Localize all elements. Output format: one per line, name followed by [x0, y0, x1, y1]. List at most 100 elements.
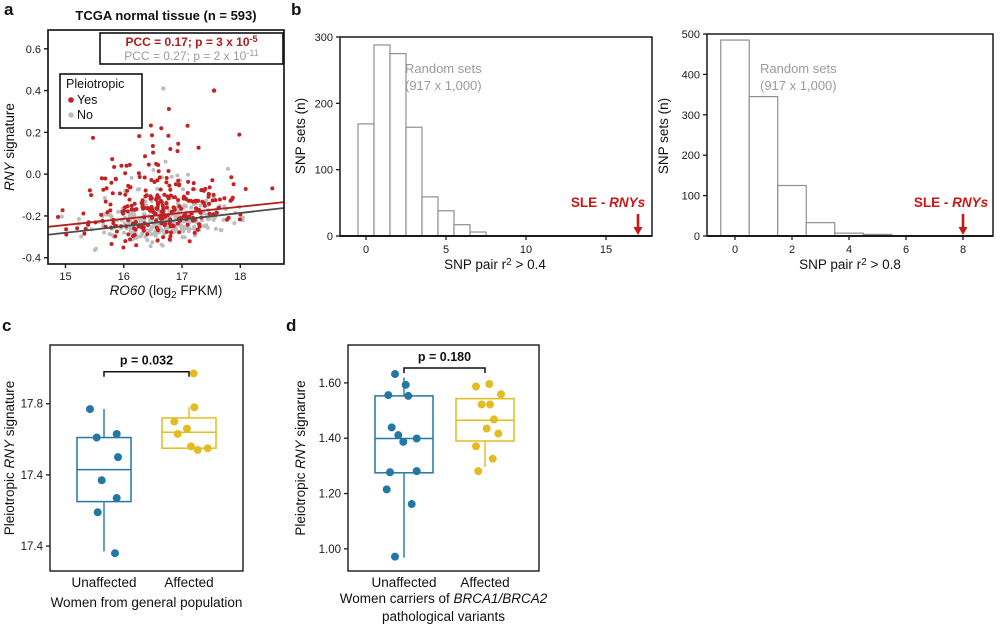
box-group-affected — [161, 369, 217, 454]
plot-frame — [47, 29, 285, 265]
bar — [777, 184, 807, 237]
y-tick-label: 0.0 — [26, 169, 41, 181]
caption-line: Women carriers of BRCA1/BRCA2 — [340, 591, 548, 606]
box-group-unaffected — [374, 370, 434, 561]
plot-frame — [49, 344, 244, 572]
data-point — [404, 391, 413, 400]
plot-frame — [347, 344, 540, 572]
x-tick-label: 6 — [903, 244, 909, 256]
x-tick-label: 0 — [732, 244, 738, 256]
data-point — [488, 454, 497, 463]
iqr-box — [374, 395, 434, 474]
data-point — [394, 431, 403, 440]
y-axis-label: RNY signature — [2, 103, 17, 191]
data-point — [407, 500, 416, 509]
data-point — [382, 485, 391, 494]
p-value-label: p = 0.032 — [120, 354, 173, 368]
bar — [748, 96, 779, 237]
data-point — [472, 382, 480, 391]
legend-title: Pleiotropic — [66, 77, 124, 91]
sle-rnys-arrow: SLE - RNYs — [914, 195, 989, 235]
y-tick-label: 400 — [682, 69, 700, 81]
y-tick-label: 100 — [315, 165, 333, 177]
x-tick-label: 15 — [59, 271, 71, 283]
x-tick-label: 4 — [846, 244, 852, 256]
bars — [357, 44, 487, 237]
data-point — [386, 468, 394, 477]
y-tick-label: 0.6 — [26, 44, 41, 56]
significance-bracket: p = 0.180 — [403, 350, 486, 373]
x-tick-label: 2 — [789, 244, 795, 256]
y-axis-label: SNP sets (n) — [656, 98, 671, 174]
y-axis-label: Pleiotropic RNY signature — [2, 381, 17, 536]
significance-bracket: p = 0.032 — [103, 354, 190, 377]
y-tick-label: 0.4 — [26, 86, 41, 98]
plot-area: 15 16 17 18 0.6 0.4 0.2 0.0 -0.2 -0.4 TCGA normal … — [2, 8, 285, 301]
svg-text:Random sets: Random sets — [405, 61, 482, 76]
y-tick-label: 17.4 — [21, 541, 44, 553]
bar — [453, 224, 471, 237]
data-point — [494, 429, 503, 438]
x-axis-label: SNP pair r2 > 0.8 — [799, 257, 901, 272]
x-tick-label: 17 — [176, 271, 188, 283]
caption-line: pathological variants — [382, 609, 505, 624]
data-point — [486, 400, 494, 409]
data-point — [111, 549, 119, 558]
chart-title: TCGA normal tissue (n = 593) — [75, 8, 256, 23]
x-tick-label: 18 — [234, 271, 246, 283]
legend-marker — [68, 112, 74, 118]
bar — [373, 44, 391, 237]
y-tick-label: 17.4 — [21, 470, 44, 482]
x-tick-label: 16 — [118, 271, 130, 283]
stats-line: PCC = 0.17; p = 3 x 10-5 — [125, 34, 257, 49]
svg-text:(917 x 1,000): (917 x 1,000) — [760, 78, 837, 93]
data-point — [474, 467, 483, 476]
y-tick-label: 1.60 — [319, 378, 341, 390]
boxplot-general-population: 17.8 17.4 17.4 Unaffected Affected p = 0.032 P… — [2, 344, 244, 610]
data-point — [482, 424, 491, 433]
boxplot-brca-carriers: 1.60 1.40 1.20 1.00 Unaffected Affected p = 0.… — [293, 344, 548, 624]
data-point — [497, 390, 505, 399]
legend-label: Yes — [77, 93, 97, 107]
x-tick-label: 8 — [960, 244, 966, 256]
data-point — [412, 467, 421, 476]
data-point — [86, 405, 94, 414]
bar — [421, 196, 439, 237]
caption-line: Women from general population — [51, 595, 243, 610]
y-tick-label: -0.2 — [22, 211, 41, 223]
data-point — [401, 380, 410, 389]
x-tick-label: 10 — [520, 244, 532, 256]
plot-area: 1.60 1.40 1.20 1.00 Unaffected Affected p = 0.… — [293, 344, 548, 624]
panel-label-c: c — [2, 316, 12, 335]
bar — [805, 222, 836, 237]
legend-label: No — [77, 108, 93, 122]
sle-rnys-arrow: SLE - RNYs — [571, 195, 646, 235]
data-point — [170, 417, 179, 426]
stats-line: PCC = 0.27; p = 2 x 10-11 — [124, 48, 258, 63]
annotation-random-sets: Random sets (917 x 1,000) — [760, 61, 837, 93]
box-group-affected — [455, 380, 515, 476]
trend-line — [47, 201, 285, 228]
y-axis-label: Pleiotropic RNY signarure — [293, 380, 308, 535]
data-point — [190, 403, 199, 412]
y-tick-label: 300 — [315, 32, 333, 44]
category-label: Unaffected — [371, 575, 436, 590]
y-tick-label: 200 — [315, 98, 333, 110]
y-axis-label: SNP sets (n) — [293, 98, 308, 174]
y-tick-label: 300 — [682, 110, 700, 122]
x-tick-label: 0 — [363, 244, 369, 256]
category-label: Affected — [164, 575, 213, 590]
panel-label-d: d — [286, 316, 297, 335]
data-point — [187, 442, 195, 451]
bar — [405, 126, 423, 237]
box-group-unaffected — [76, 405, 132, 558]
data-point — [203, 444, 212, 453]
data-point — [384, 391, 393, 400]
histogram-r2-04: 0 100 200 300 0 5 10 15 SNP sets (n) SNP pair r2 … — [293, 32, 653, 272]
y-tick-label: -0.4 — [22, 253, 41, 265]
data-point — [114, 453, 122, 462]
y-tick-label: 200 — [682, 150, 700, 162]
sle-rnys-label: SLE - RNYs — [571, 195, 646, 210]
category-label: Affected — [460, 575, 509, 590]
